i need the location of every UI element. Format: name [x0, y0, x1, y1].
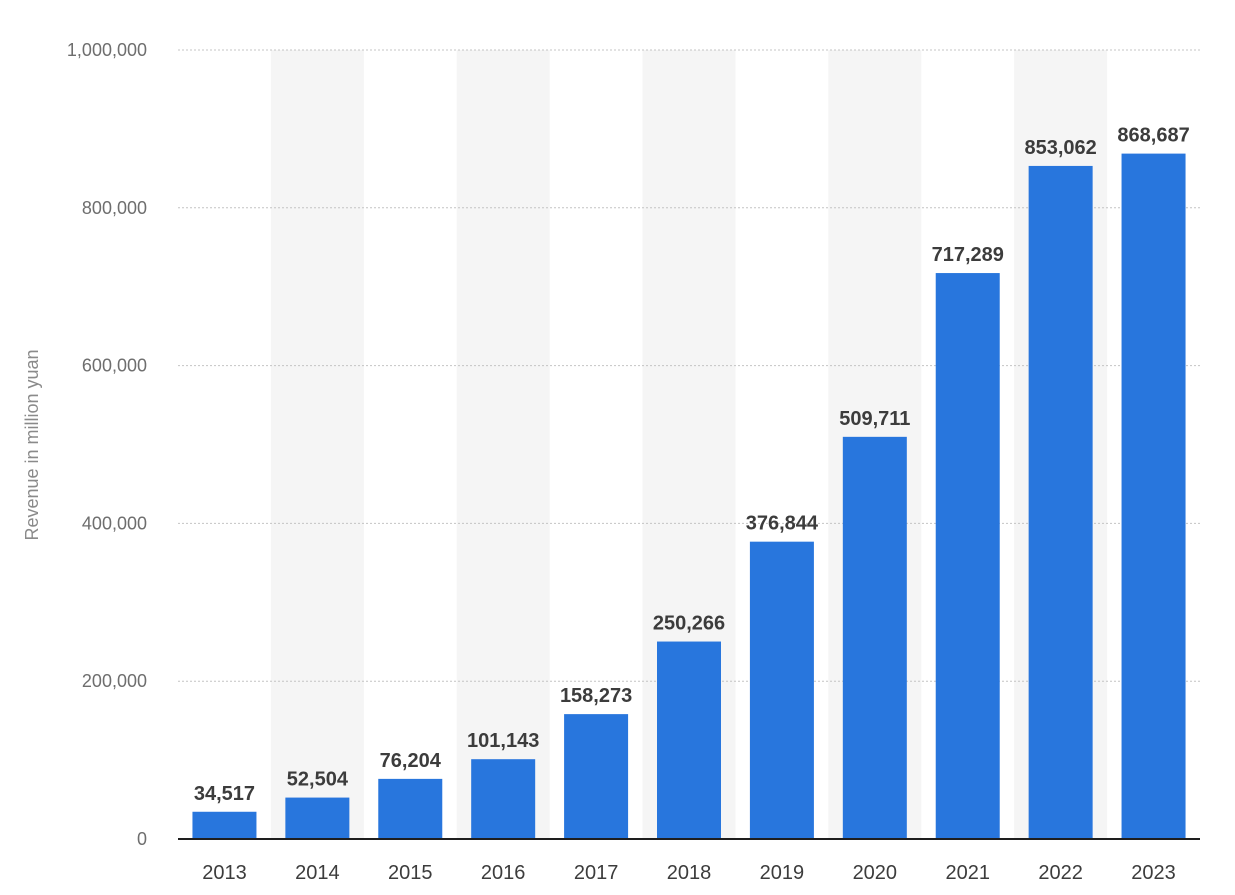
bar — [564, 714, 629, 839]
bar — [657, 641, 721, 839]
bar-value-label: 509,711 — [839, 408, 910, 430]
bar — [1121, 153, 1186, 839]
x-axis-ticks: 2013 2014 2015 2016 2017 2018 2019 2020 2021 2022… — [202, 862, 1176, 884]
x-tick-label: 2017 — [574, 862, 619, 884]
bar-value-labels: 34,517 52,504 76,204 101,143 158,273 250,266 3… — [194, 125, 1190, 805]
y-axis-title: Revenue in million yuan — [22, 349, 42, 540]
bar-value-label: 717,289 — [932, 244, 1004, 266]
y-tick-label: 0 — [137, 829, 147, 849]
bar-value-label: 376,844 — [746, 513, 819, 535]
bar — [935, 273, 1000, 840]
bar-value-label: 868,687 — [1117, 125, 1189, 147]
bar — [1028, 165, 1093, 839]
column-band — [270, 50, 364, 839]
bar-value-label: 158,273 — [560, 685, 632, 707]
x-tick-label: 2015 — [388, 862, 433, 884]
bar-value-label: 101,143 — [467, 730, 539, 752]
x-tick-label: 2020 — [853, 862, 898, 884]
bar — [285, 797, 350, 839]
x-tick-label: 2013 — [202, 862, 247, 884]
y-tick-label: 1,000,000 — [67, 40, 147, 60]
y-tick-label: 200,000 — [82, 671, 147, 691]
bars — [192, 153, 1186, 840]
bar — [749, 541, 814, 839]
y-tick-label: 400,000 — [82, 513, 147, 533]
x-tick-label: 2022 — [1038, 862, 1083, 884]
x-tick-label: 2023 — [1131, 862, 1176, 884]
bar — [192, 811, 257, 839]
page-edge — [1205, 0, 1235, 895]
bar — [471, 759, 536, 839]
bar-value-label: 250,266 — [653, 613, 725, 635]
bar-value-label: 34,517 — [194, 783, 255, 805]
y-axis-ticks: 0 200,000 400,000 600,000 800,000 1,000,000 — [67, 40, 147, 849]
y-tick-label: 800,000 — [82, 198, 147, 218]
bar — [378, 778, 443, 839]
y-tick-label: 600,000 — [82, 356, 147, 376]
x-tick-label: 2021 — [945, 862, 990, 884]
x-tick-label: 2016 — [481, 862, 526, 884]
bar-value-label: 76,204 — [380, 750, 442, 772]
x-tick-label: 2014 — [295, 862, 340, 884]
x-tick-label: 2018 — [667, 862, 712, 884]
bar-value-label: 853,062 — [1024, 137, 1096, 159]
column-band — [456, 50, 550, 839]
bar — [842, 436, 907, 839]
bar-value-label: 52,504 — [287, 769, 349, 791]
x-tick-label: 2019 — [760, 862, 805, 884]
